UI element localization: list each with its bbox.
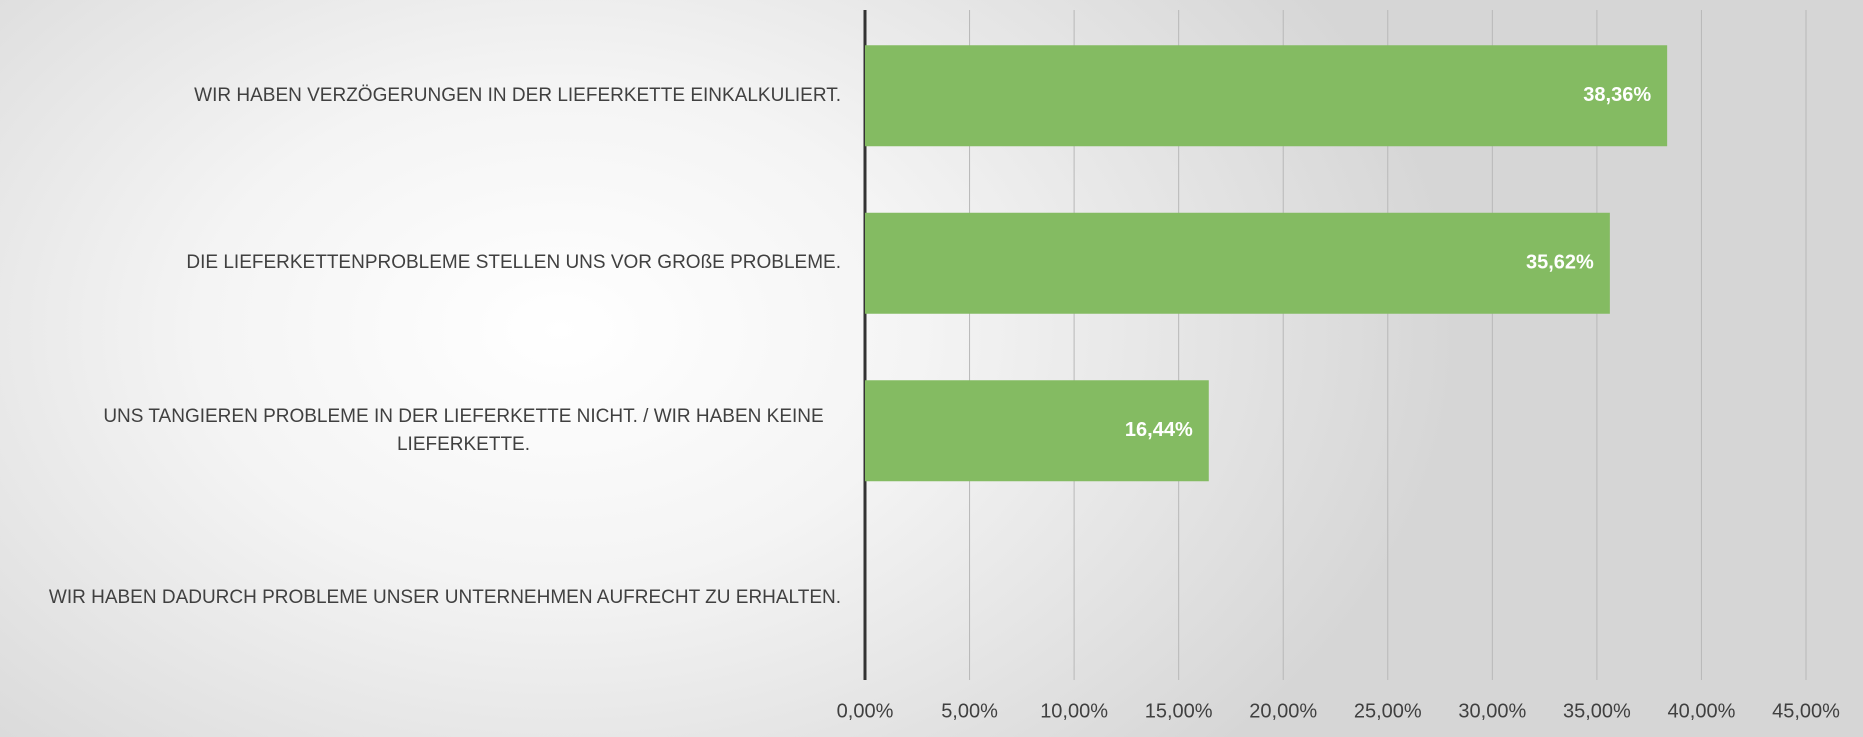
y-tick-label-box: DIE LIEFERKETTENPROBLEME STELLEN UNS VOR… <box>1 249 841 277</box>
x-tick-label: 40,00% <box>1668 700 1736 722</box>
y-tick-label: DIE LIEFERKETTENPROBLEME STELLEN UNS VOR… <box>186 252 841 274</box>
x-tick-label: 25,00% <box>1354 700 1422 722</box>
x-tick-label: 10,00% <box>1040 700 1108 722</box>
bar <box>865 212 1610 314</box>
data-label: 16,44% <box>1125 419 1193 441</box>
data-label: 38,36% <box>1583 84 1651 106</box>
x-tick-label: 15,00% <box>1145 700 1213 722</box>
y-tick-label: UNS TANGIEREN PROBLEME IN DER LIEFERKETT… <box>103 405 824 455</box>
bar <box>865 380 1209 482</box>
y-tick-label: WIR HABEN DADURCH PROBLEME UNSER UNTERNE… <box>48 587 841 609</box>
x-tick-label: 5,00% <box>941 700 998 722</box>
x-tick-label: 30,00% <box>1458 700 1526 722</box>
y-tick-label-box: WIR HABEN DADURCH PROBLEME UNSER UNTERNE… <box>1 584 841 612</box>
x-tick-label: 20,00% <box>1249 700 1317 722</box>
data-label: 35,62% <box>1526 252 1594 274</box>
y-tick-label: WIR HABEN VERZÖGERUNGEN IN DER LIEFERKET… <box>194 84 841 106</box>
y-tick-label-box: WIR HABEN VERZÖGERUNGEN IN DER LIEFERKET… <box>1 82 841 110</box>
x-tick-label: 45,00% <box>1772 700 1840 722</box>
y-tick-label-box: UNS TANGIEREN PROBLEME IN DER LIEFERKETT… <box>1 403 841 459</box>
bar <box>865 45 1668 147</box>
x-tick-label: 0,00% <box>837 700 894 722</box>
x-tick-label: 35,00% <box>1563 700 1631 722</box>
